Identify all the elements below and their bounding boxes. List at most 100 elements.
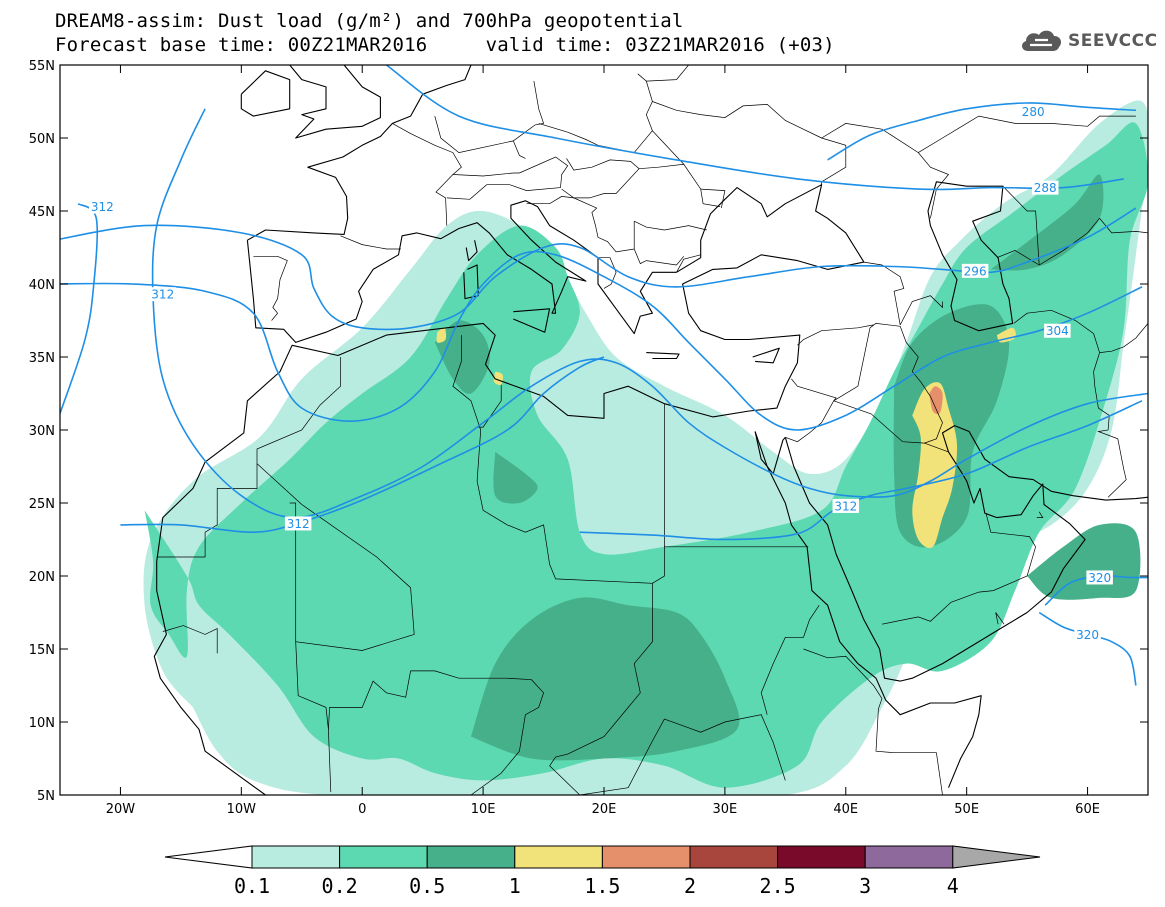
colorbar-tick-label: 1 (509, 874, 521, 898)
cloud-icon (1022, 30, 1062, 51)
colorbar-bin (689, 845, 779, 869)
country-border (785, 378, 837, 443)
country-border (646, 65, 690, 82)
colorbar-tick-label: 0.2 (322, 874, 358, 898)
colorbar-bin (426, 845, 516, 869)
country-border (881, 546, 1036, 625)
contour-label-background (961, 263, 989, 278)
country-border (985, 513, 1036, 547)
country-border (899, 295, 943, 326)
country-border (538, 73, 653, 153)
map-axes: 55N 50N 45N 40N 35N 30N 25N 20N 15N 10N 5N 20W 10W 0 1… (29, 59, 1148, 817)
country-border (598, 257, 617, 289)
colorbar-over-arrow (952, 845, 1041, 869)
country-border (512, 140, 526, 159)
dust-area-0_5 (493, 451, 538, 504)
country-border (156, 463, 258, 558)
colorbar-tick-label: 4 (947, 874, 959, 898)
country-border (295, 641, 332, 793)
country-border (1002, 185, 1040, 266)
contour-label: 288 (1034, 181, 1057, 195)
coastline (752, 347, 780, 364)
colorbar-bin (777, 845, 866, 869)
coastline (646, 352, 680, 360)
country-border (995, 612, 1005, 625)
country-border (652, 101, 847, 185)
contour-label: 280 (1022, 105, 1045, 119)
country-border (256, 463, 415, 651)
lon-tick-label: 20E (592, 802, 617, 817)
contour-label-background (1086, 570, 1113, 585)
country-border (652, 714, 786, 781)
country-border (340, 235, 401, 250)
contour-label: 312 (151, 288, 174, 302)
country-border (700, 188, 726, 209)
country-border (652, 130, 685, 165)
contour-label-background (284, 516, 312, 531)
chart-subtitle: Forecast base time: 00Z21MAR2016 valid t… (55, 34, 835, 56)
contour-label-background (1031, 180, 1059, 195)
lon-tick-label: 10E (471, 802, 496, 817)
coastline (246, 200, 677, 343)
dust-area-1 (436, 327, 447, 343)
lat-tick-label: 15N (29, 643, 55, 658)
lat-tick-label: 40N (29, 278, 55, 293)
contour-label-background (89, 199, 116, 214)
lon-tick-label: 30E (713, 802, 738, 817)
dust-area-1 (996, 327, 1016, 343)
country-border (924, 442, 949, 453)
coastline (463, 264, 479, 300)
lat-tick-label: 10N (29, 716, 55, 731)
colorbar-tick-label: 2.5 (760, 874, 796, 898)
colorbar-tick-label: 0.5 (409, 874, 445, 898)
coastline (513, 308, 551, 333)
coastline (754, 431, 982, 788)
dust-area-1 (912, 382, 958, 549)
geopotential-contours: 280 288 296 304 312 312 312 312 320 320 (60, 65, 1148, 686)
coastline (465, 240, 478, 262)
country-border (996, 217, 1148, 266)
country-border (652, 403, 665, 584)
country-border (1099, 323, 1148, 353)
lon-tick-label: 40E (833, 802, 858, 817)
coastline (784, 425, 1148, 682)
country-border (452, 335, 508, 526)
country-border (918, 115, 1136, 153)
lat-tick-label: 30N (29, 424, 55, 439)
contour-label: 312 (834, 499, 857, 513)
lat-tick-label: 55N (29, 59, 55, 74)
colorbar-bin (251, 845, 341, 869)
colorbar-tick-label: 1.5 (584, 874, 620, 898)
country-border (803, 648, 943, 795)
contour-label: 320 (1076, 628, 1099, 642)
contour-label-background (149, 287, 177, 302)
country-border (162, 625, 218, 654)
geopotential-contour-312 (120, 356, 605, 534)
dust-area-0_5 (471, 597, 740, 761)
coastline (156, 254, 865, 562)
coastline (247, 65, 472, 241)
contour-label: 312 (287, 517, 310, 531)
country-border (760, 605, 820, 715)
contour-label-background (1044, 323, 1071, 338)
dust-area-1_5 (929, 386, 943, 415)
lat-tick-label: 50N (29, 132, 55, 147)
country-border (634, 220, 707, 231)
country-border (256, 357, 341, 464)
lat-tick-label: 25N (29, 497, 55, 512)
coastline (289, 65, 381, 139)
country-border (1036, 511, 1044, 518)
contour-label: 296 (964, 264, 987, 278)
country-border (477, 384, 502, 428)
country-border (253, 255, 288, 321)
country-border (328, 670, 544, 795)
seevccc-logo: SEEVCCC (1018, 26, 1158, 56)
contour-label: 320 (1088, 571, 1111, 585)
colorbar-bin (864, 845, 954, 869)
coastline (676, 184, 865, 273)
geopotential-contour-312 (579, 400, 1143, 541)
coastline (240, 70, 291, 117)
lon-tick-label: 10W (227, 802, 257, 817)
coastline (153, 561, 302, 795)
